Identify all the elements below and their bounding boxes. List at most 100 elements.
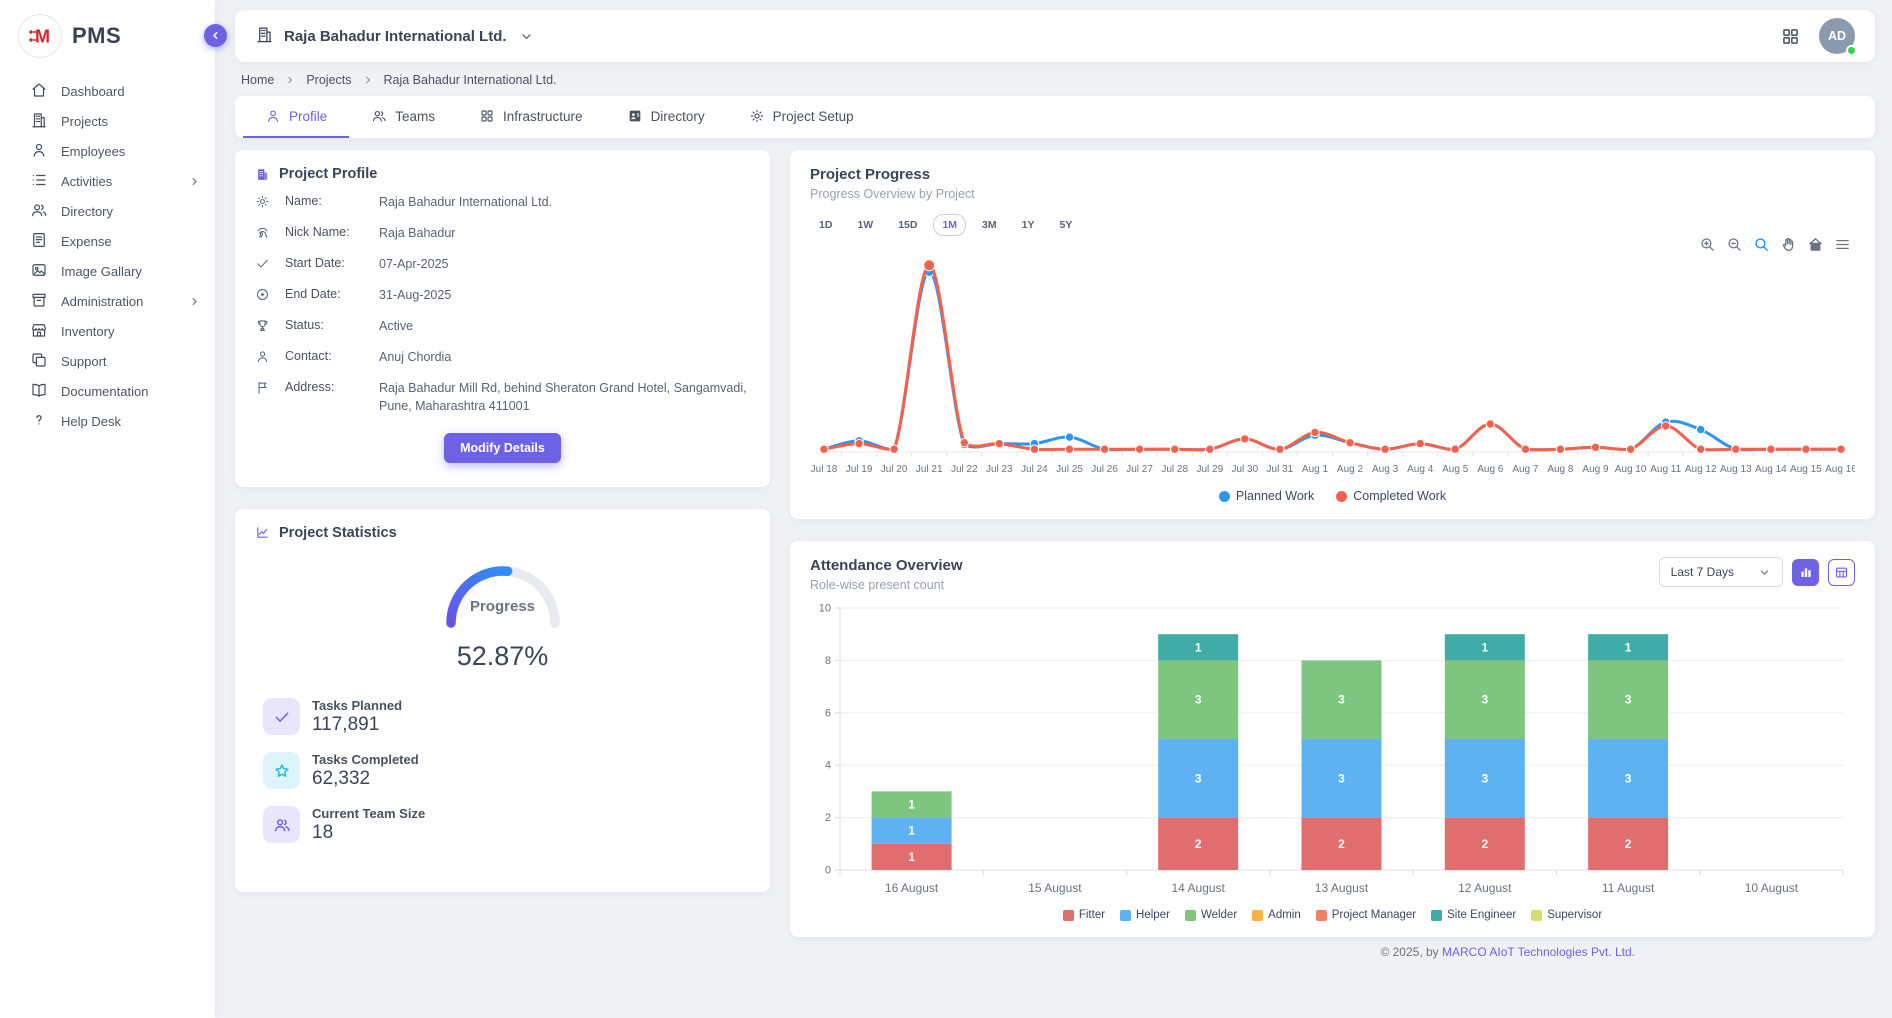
profile-field-nick-name: Nick Name:Raja Bahadur <box>255 225 750 244</box>
legend-label: Planned Work <box>1236 489 1314 503</box>
svg-text:11 August: 11 August <box>1602 881 1655 895</box>
project-progress-line-chart[interactable]: Jul 18Jul 19Jul 20Jul 21Jul 22Jul 23Jul … <box>810 240 1855 484</box>
signature-icon <box>255 225 270 240</box>
stat-label: Tasks Planned <box>312 698 402 713</box>
range-3m[interactable]: 3M <box>973 214 1006 236</box>
zoom-out-button[interactable] <box>1726 236 1743 253</box>
reset-home-icon <box>1807 236 1824 253</box>
legend-planned-work[interactable]: Planned Work <box>1219 489 1314 503</box>
breadcrumb-item-home[interactable]: Home <box>241 73 274 87</box>
breadcrumb: HomeProjectsRaja Bahadur International L… <box>235 62 1875 96</box>
app-name: PMS <box>72 23 121 49</box>
sidebar-item-help-desk[interactable]: Help Desk <box>0 406 215 436</box>
sidebar-item-expense[interactable]: Expense <box>0 226 215 256</box>
tab-profile[interactable]: Profile <box>243 96 349 138</box>
attendance-bar-chart[interactable]: 024681011116 August15 August233114 Augus… <box>810 602 1855 902</box>
selection-zoom-button[interactable] <box>1753 236 1770 253</box>
archive-icon <box>30 291 48 309</box>
date-range-select[interactable]: Last 7 Days <box>1659 557 1783 587</box>
sidebar-item-support[interactable]: Support <box>0 346 215 376</box>
legend-completed-work[interactable]: Completed Work <box>1336 489 1446 503</box>
svg-text:6: 6 <box>825 707 831 719</box>
svg-text:4: 4 <box>825 760 831 772</box>
person-icon <box>30 141 48 159</box>
chevron-down-icon <box>1758 566 1771 579</box>
svg-text:Jul 29: Jul 29 <box>1196 464 1223 475</box>
apps-grid-button[interactable] <box>1780 26 1801 47</box>
attendance-overview-card: Attendance Overview Role-wise present co… <box>790 541 1875 937</box>
legend-supervisor[interactable]: Supervisor <box>1531 909 1602 921</box>
breadcrumb-item-projects[interactable]: Projects <box>306 73 351 87</box>
svg-text:Jul 24: Jul 24 <box>1021 464 1048 475</box>
legend-fitter[interactable]: Fitter <box>1063 909 1105 921</box>
sidebar-item-label: Expense <box>61 234 112 249</box>
sidebar-item-employees[interactable]: Employees <box>0 136 215 166</box>
sidebar-item-image-gallary[interactable]: Image Gallary <box>0 256 215 286</box>
svg-text:10 August: 10 August <box>1745 881 1799 895</box>
range-1w[interactable]: 1W <box>848 214 882 236</box>
project-progress-card: Project Progress Progress Overview by Pr… <box>790 150 1875 519</box>
gauge-label: Progress <box>436 598 570 615</box>
progress-gauge: Progress <box>436 555 570 636</box>
tab-teams[interactable]: Teams <box>349 96 457 138</box>
menu-button[interactable] <box>1834 236 1851 253</box>
field-label: Name: <box>285 194 379 209</box>
tab-infrastructure[interactable]: Infrastructure <box>457 96 605 138</box>
check-icon <box>273 708 291 726</box>
company-selector[interactable]: Raja Bahadur International Ltd. <box>255 25 534 48</box>
svg-text:3: 3 <box>1195 771 1202 785</box>
footer: © 2025, by MARCO AIoT Technologies Pvt. … <box>235 937 1875 959</box>
sidebar-item-activities[interactable]: Activities <box>0 166 215 196</box>
range-1m[interactable]: 1M <box>933 214 966 236</box>
legend-label: Welder <box>1201 909 1237 921</box>
sidebar-item-administration[interactable]: Administration <box>0 286 215 316</box>
sidebar-item-label: Image Gallary <box>61 264 142 279</box>
table-view-button[interactable] <box>1828 559 1855 586</box>
legend-site-engineer[interactable]: Site Engineer <box>1431 909 1516 921</box>
svg-text:3: 3 <box>1338 693 1345 707</box>
tab-project-setup[interactable]: Project Setup <box>727 96 876 138</box>
sidebar: M PMS DashboardProjectsEmployeesActiviti… <box>0 0 215 1018</box>
legend-admin[interactable]: Admin <box>1252 909 1301 921</box>
svg-text:2: 2 <box>1195 837 1202 851</box>
svg-text:Aug 14: Aug 14 <box>1755 464 1787 475</box>
zoom-in-button[interactable] <box>1699 236 1716 253</box>
svg-text:1: 1 <box>1195 640 1202 654</box>
reset-home-button[interactable] <box>1807 236 1824 253</box>
pan-button[interactable] <box>1780 236 1797 253</box>
legend-project-manager[interactable]: Project Manager <box>1316 909 1416 921</box>
sidebar-item-inventory[interactable]: Inventory <box>0 316 215 346</box>
svg-text:0: 0 <box>825 865 831 877</box>
legend-label: Helper <box>1136 909 1170 921</box>
legend-welder[interactable]: Welder <box>1185 909 1237 921</box>
avatar[interactable]: AD <box>1819 18 1855 54</box>
legend-helper[interactable]: Helper <box>1120 909 1170 921</box>
profile-field-contact: Contact:Anuj Chordia <box>255 349 750 368</box>
range-1d[interactable]: 1D <box>810 214 841 236</box>
modify-details-button[interactable]: Modify Details <box>444 433 561 463</box>
sidebar-collapse-button[interactable] <box>204 24 227 47</box>
sidebar-item-documentation[interactable]: Documentation <box>0 376 215 406</box>
field-value: Active <box>379 318 750 336</box>
building-icon <box>255 25 274 44</box>
svg-text:Jul 22: Jul 22 <box>951 464 978 475</box>
svg-text:Aug 1: Aug 1 <box>1302 464 1329 475</box>
tab-directory[interactable]: Directory <box>605 96 727 138</box>
bar-chart-view-button[interactable] <box>1792 559 1819 586</box>
sidebar-item-projects[interactable]: Projects <box>0 106 215 136</box>
brand-logo[interactable]: M PMS <box>0 0 215 70</box>
chevron-down-icon <box>519 29 534 44</box>
building-solid-icon <box>255 167 270 182</box>
range-15d[interactable]: 15D <box>889 214 926 236</box>
stat-value: 62,332 <box>312 768 419 790</box>
sidebar-item-dashboard[interactable]: Dashboard <box>0 76 215 106</box>
legend-label: Supervisor <box>1547 909 1602 921</box>
range-1y[interactable]: 1Y <box>1013 214 1044 236</box>
svg-text:3: 3 <box>1481 693 1488 707</box>
company-link[interactable]: MARCO AIoT Technologies Pvt. Ltd. <box>1442 945 1635 959</box>
sidebar-item-directory[interactable]: Directory <box>0 196 215 226</box>
chevron-right-icon <box>188 175 201 188</box>
field-label: Status: <box>285 318 379 333</box>
field-value: Anuj Chordia <box>379 349 750 367</box>
range-5y[interactable]: 5Y <box>1050 214 1081 236</box>
